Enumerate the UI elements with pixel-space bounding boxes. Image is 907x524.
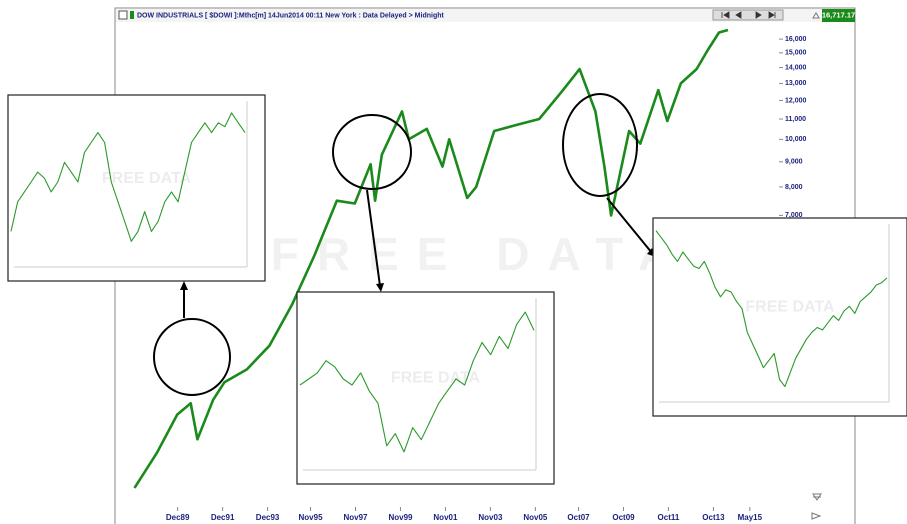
insets: FREE DATA FREE DATA FREE DATA <box>7 94 907 485</box>
inset-chart: FREE DATA <box>296 291 555 485</box>
last-value-badge <box>822 9 855 22</box>
checkbox[interactable] <box>118 10 128 20</box>
watermark: FREE DATA <box>745 298 835 315</box>
inset-frame <box>652 217 907 417</box>
y-tick-label: 8,000 <box>785 184 803 191</box>
arrow-line <box>183 189 653 318</box>
x-tick-label: Oct13 <box>702 513 725 522</box>
x-tick-label: Nov03 <box>478 513 503 522</box>
highlight-circle <box>562 93 638 197</box>
price-line <box>655 230 888 388</box>
highlight-circle <box>332 114 412 190</box>
x-tick-label: Nov95 <box>299 513 324 522</box>
last-value: 16,717.17 <box>822 10 855 19</box>
x-tick-label: Oct09 <box>612 513 635 522</box>
highlight-circle <box>153 318 231 396</box>
y-tick-label: 10,000 <box>785 136 807 143</box>
chart-title: DOW INDUSTRIALS [ $DOWI ]:Mthc[m] 14Jun2… <box>137 12 444 19</box>
y-tick-label: 12,000 <box>785 97 807 104</box>
x-tick-label: Nov99 <box>388 513 413 522</box>
inset-chart: FREE DATA <box>652 217 907 417</box>
series-swatch <box>130 11 134 19</box>
x-tick-label: Nov01 <box>433 513 458 522</box>
annotations <box>153 93 656 396</box>
watermark: FREE DATA <box>102 170 192 187</box>
x-tick-label: Dec89 <box>166 513 190 522</box>
nav-icons <box>721 11 776 19</box>
x-tick-label: Nov97 <box>343 513 368 522</box>
y-tick-label: 13,000 <box>785 80 807 87</box>
price-line <box>133 28 729 489</box>
y-tick-label: 14,000 <box>785 64 807 71</box>
nav-bar[interactable] <box>712 9 784 21</box>
price-line <box>10 112 246 242</box>
zoom-icon[interactable] <box>812 493 822 501</box>
price-line <box>299 311 535 453</box>
x-tick-label: Nov05 <box>523 513 548 522</box>
inset-frame <box>296 291 555 485</box>
watermark: FREE DATA <box>271 228 689 280</box>
header-bar <box>116 9 854 22</box>
y-tick-label: 11,000 <box>785 116 806 123</box>
y-tick-label: 7,000 <box>785 212 803 219</box>
scroll-up[interactable] <box>812 12 820 19</box>
x-tick-label: Dec91 <box>211 513 235 522</box>
x-tick-label: May15 <box>738 513 763 522</box>
x-tick-label: Oct11 <box>658 513 680 522</box>
y-tick-label: 9,000 <box>785 159 803 166</box>
y-tick-label: 15,000 <box>785 50 807 57</box>
inset-frame <box>7 94 266 282</box>
watermark: FREE DATA <box>391 370 481 387</box>
y-tick-label: 16,000 <box>785 36 807 43</box>
play-icon[interactable] <box>811 512 822 520</box>
inset-chart: FREE DATA <box>7 94 266 282</box>
nav-buttons[interactable] <box>712 9 784 21</box>
x-tick-label: Oct07 <box>567 513 590 522</box>
x-tick-label: Dec93 <box>256 513 280 522</box>
